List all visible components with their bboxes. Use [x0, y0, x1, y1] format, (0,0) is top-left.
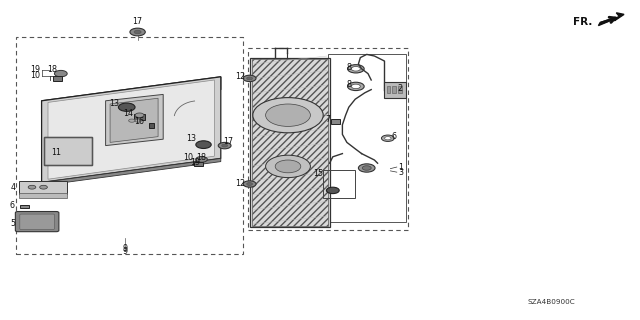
Text: 15: 15: [313, 169, 323, 178]
Bar: [45, 137, 93, 165]
Text: SZA4B0900C: SZA4B0900C: [528, 300, 575, 305]
Circle shape: [196, 141, 211, 148]
Polygon shape: [48, 80, 214, 179]
Text: 13: 13: [109, 99, 119, 108]
Text: 18: 18: [47, 65, 58, 74]
Circle shape: [351, 84, 360, 89]
Text: 1: 1: [398, 163, 403, 172]
Bar: [392, 86, 396, 93]
Text: 4: 4: [10, 183, 15, 192]
Polygon shape: [110, 98, 158, 142]
Circle shape: [118, 103, 135, 111]
Bar: [149, 123, 154, 128]
Bar: [398, 86, 402, 93]
Circle shape: [40, 185, 47, 189]
Text: 9: 9: [122, 244, 127, 253]
Bar: [19, 181, 67, 194]
Circle shape: [348, 82, 364, 91]
Polygon shape: [106, 94, 163, 146]
Circle shape: [130, 28, 145, 36]
Circle shape: [54, 70, 67, 77]
Circle shape: [243, 75, 256, 82]
Bar: [20, 205, 29, 208]
Bar: [53, 76, 62, 81]
Circle shape: [135, 113, 144, 117]
Circle shape: [129, 119, 135, 122]
Text: 8: 8: [346, 80, 351, 89]
Text: 5: 5: [10, 220, 15, 228]
Text: 17: 17: [223, 137, 234, 146]
Circle shape: [326, 187, 339, 194]
Text: 12: 12: [235, 72, 245, 81]
Polygon shape: [42, 77, 221, 114]
Circle shape: [243, 181, 256, 187]
Circle shape: [351, 67, 360, 71]
Text: 6: 6: [392, 132, 397, 141]
Bar: [248, 48, 408, 230]
Circle shape: [247, 77, 253, 80]
Bar: [16, 37, 243, 254]
Circle shape: [266, 155, 310, 178]
Text: 18: 18: [196, 153, 207, 162]
Circle shape: [348, 65, 364, 73]
Polygon shape: [250, 58, 330, 227]
Circle shape: [28, 185, 36, 189]
Text: FR.: FR.: [573, 17, 592, 28]
Bar: [384, 82, 406, 98]
Circle shape: [275, 160, 301, 173]
Text: 17: 17: [132, 17, 143, 26]
Bar: [387, 86, 390, 93]
Text: 3: 3: [398, 168, 403, 177]
Text: 14: 14: [123, 109, 133, 118]
Circle shape: [135, 119, 141, 122]
Bar: [328, 54, 406, 222]
Text: 16: 16: [134, 117, 145, 126]
FancyBboxPatch shape: [15, 212, 59, 232]
Text: 10: 10: [183, 153, 193, 162]
Polygon shape: [42, 77, 221, 182]
Text: 10: 10: [30, 71, 40, 80]
Bar: [332, 119, 340, 124]
Bar: [134, 114, 145, 120]
Text: 13: 13: [186, 134, 196, 143]
Circle shape: [253, 98, 323, 133]
Text: 12: 12: [235, 179, 245, 188]
Text: 7: 7: [326, 115, 331, 124]
Bar: [19, 193, 67, 198]
Polygon shape: [598, 13, 624, 26]
Circle shape: [358, 164, 375, 172]
Text: 9: 9: [122, 247, 127, 256]
Circle shape: [134, 30, 141, 34]
Bar: [45, 137, 93, 165]
Circle shape: [385, 137, 391, 140]
Bar: [323, 170, 355, 198]
Polygon shape: [252, 59, 328, 226]
Text: 19: 19: [190, 158, 200, 167]
Circle shape: [247, 182, 253, 186]
Circle shape: [218, 142, 231, 149]
Text: 19: 19: [30, 65, 40, 74]
Bar: [195, 162, 202, 166]
Text: 6: 6: [9, 201, 14, 210]
Circle shape: [362, 166, 371, 170]
Polygon shape: [42, 158, 221, 186]
Circle shape: [266, 104, 310, 126]
FancyBboxPatch shape: [20, 214, 54, 229]
Circle shape: [222, 144, 228, 147]
Circle shape: [196, 156, 207, 162]
Circle shape: [381, 135, 394, 141]
Text: 8: 8: [346, 63, 351, 72]
Text: 11: 11: [51, 148, 61, 156]
Text: 2: 2: [397, 84, 403, 92]
